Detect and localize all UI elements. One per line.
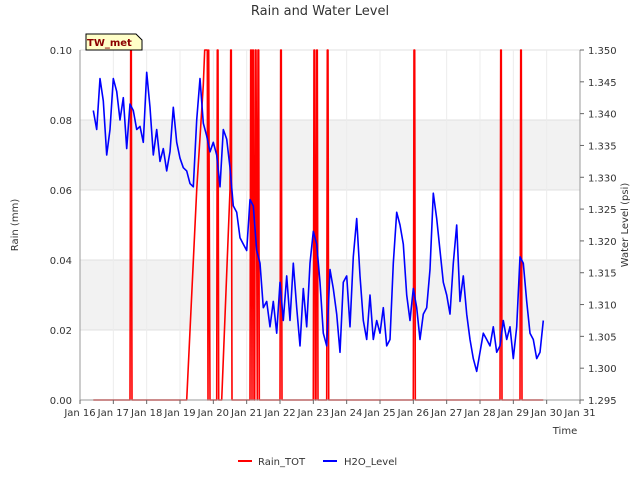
x-tick-label: Jan 24	[330, 408, 362, 419]
right-axis-label: Water Level (psi)	[620, 183, 631, 268]
h2o-series	[92, 71, 545, 373]
x-tick-label: Jan 28	[463, 408, 495, 419]
legend: Rain_TOT H2O_Level	[238, 457, 397, 468]
legend-h2o-label: H2O_Level	[344, 457, 397, 468]
y-right-tick-label: 1.310	[588, 301, 617, 312]
band	[80, 330, 580, 400]
y-right-tick-label: 1.305	[588, 332, 617, 343]
y-right-tick-label: 1.340	[588, 110, 617, 121]
station-label: TW_met	[87, 38, 132, 49]
y-right-tick-label: 1.335	[588, 141, 617, 152]
rain-tot-line	[93, 49, 544, 401]
tick-labels: 0.00 0.02 0.04 0.06 0.08 0.10 1.295 1.300 1.305 1…	[50, 46, 617, 419]
x-tick-label: Jan 21	[230, 408, 262, 419]
x-tick-label: Jan 26	[397, 408, 429, 419]
x-tick-label: Jan 23	[297, 408, 329, 419]
x-tick-label: Jan 17	[97, 408, 129, 419]
y-left-tick-label: 0.00	[50, 396, 72, 407]
y-right-tick-label: 1.345	[588, 78, 617, 89]
y-left-tick-label: 0.08	[50, 116, 72, 127]
x-tick-label: Jan 18	[130, 408, 162, 419]
y-left-tick-label: 0.06	[50, 186, 72, 197]
x-tick-label: Jan 27	[430, 408, 462, 419]
x-tick-label: Jan 16	[63, 408, 95, 419]
chart-title: Rain and Water Level	[251, 4, 389, 19]
x-tick-label: Jan 25	[363, 408, 395, 419]
station-badge: TW_met	[85, 33, 143, 51]
band	[80, 120, 580, 190]
y-left-tick-label: 0.04	[50, 256, 72, 267]
y-right-tick-label: 1.330	[588, 173, 617, 184]
band	[80, 50, 580, 120]
legend-rain-label: Rain_TOT	[258, 457, 306, 468]
x-axis-label: Time	[552, 426, 577, 437]
y-right-tick-label: 1.350	[588, 46, 617, 57]
axes	[79, 50, 581, 401]
h2o-level-line	[92, 71, 545, 373]
band	[80, 190, 580, 260]
x-tick-label: Jan 30	[530, 408, 562, 419]
x-tick-label: Jan 19	[163, 408, 195, 419]
x-tick-label: Jan 31	[563, 408, 595, 419]
y-right-tick-label: 1.295	[588, 396, 617, 407]
x-tick-label: Jan 20	[197, 408, 229, 419]
y-left-tick-label: 0.10	[50, 46, 72, 57]
station-badge-box	[85, 33, 143, 51]
background-bands	[80, 50, 580, 400]
y-left-tick-label: 0.02	[50, 326, 72, 337]
y-right-tick-label: 1.325	[588, 205, 617, 216]
y-right-tick-label: 1.300	[588, 364, 617, 375]
y-right-tick-label: 1.315	[588, 269, 617, 280]
x-tick-label: Jan 22	[263, 408, 295, 419]
y-right-tick-label: 1.320	[588, 237, 617, 248]
rain-series	[93, 49, 544, 401]
left-axis-label: Rain (mm)	[10, 199, 21, 252]
x-tick-label: Jan 29	[497, 408, 529, 419]
